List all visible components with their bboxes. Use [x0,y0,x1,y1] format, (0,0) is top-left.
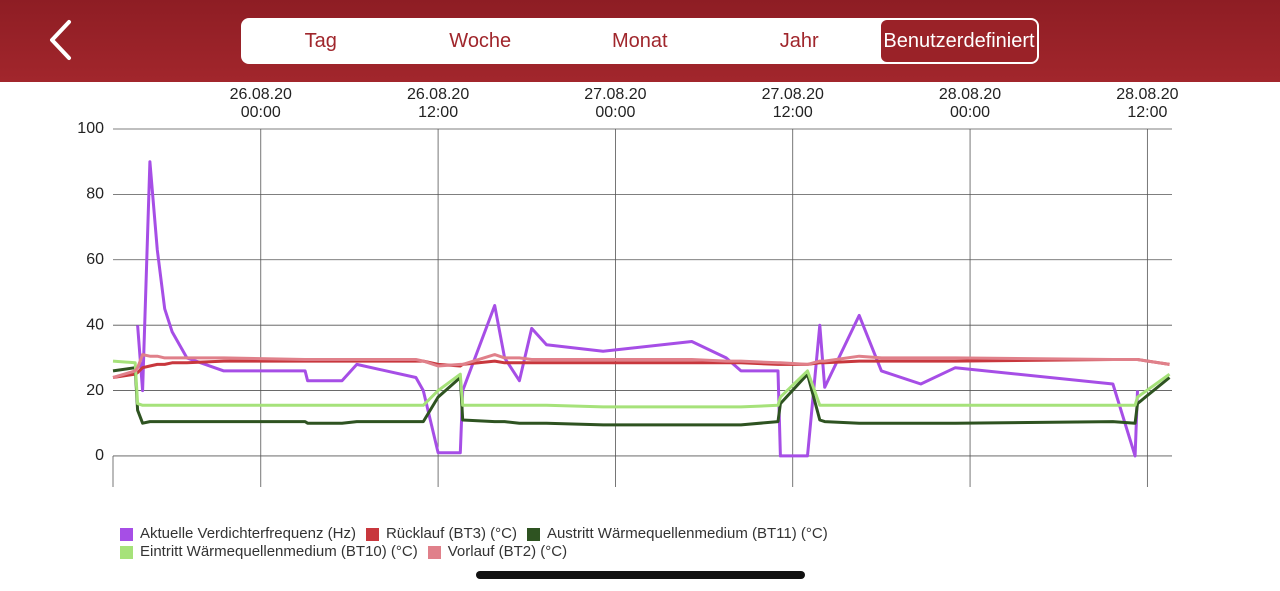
x-tick-time: 00:00 [241,104,281,121]
legend-swatch [120,527,133,541]
legend-item: Aktuelle Verdichterfrequenz (Hz) [120,525,356,543]
legend-label: Eintritt Wärmequellenmedium (BT10) (°C) [140,543,418,560]
series-line [112,353,1170,379]
legend-item: Austritt Wärmequellenmedium (BT11) (°C) [526,525,828,543]
legend-swatch [120,545,133,559]
y-tick-label: 0 [95,447,104,464]
chart: 02040608010026.08.2000:0026.08.2012:0027… [77,86,1179,487]
y-tick-label: 40 [86,316,104,333]
x-tick-date: 27.08.20 [584,86,646,103]
x-tick-time: 12:00 [773,104,813,121]
tab[interactable]: Monat [611,30,668,52]
legend-item: Vorlauf (BT2) (°C) [427,543,568,561]
x-tick-date: 27.08.20 [762,86,824,103]
legend-swatch [427,545,441,559]
legend-swatch [526,527,540,541]
header: Tag Woche Monat Jahr Benutzerdefiniert [0,0,1280,82]
tab[interactable]: Jahr [779,30,819,52]
legend-swatch [365,527,379,541]
x-tick-date: 26.08.20 [407,86,469,103]
legend-label: Austritt Wärmequellenmedium (BT11) (°C) [546,525,828,542]
home-indicator [476,571,805,579]
series-line [136,160,1139,458]
tab[interactable]: Benutzerdefiniert [881,20,1037,62]
x-tick-time: 12:00 [418,104,458,121]
series-line [112,359,1171,409]
segmented-control: Tag Woche Monat Jahr Benutzerdefiniert [241,18,1039,64]
x-tick-date: 26.08.20 [230,86,292,103]
tab[interactable]: Woche [449,30,512,52]
x-tick-time: 12:00 [1127,104,1167,121]
series-line [112,366,1171,427]
y-tick-label: 100 [77,120,104,137]
legend-item: Eintritt Wärmequellenmedium (BT10) (°C) [120,543,418,561]
legend: Aktuelle Verdichterfrequenz (Hz) Rücklauf… [120,525,950,561]
tab[interactable]: Tag [304,30,337,52]
series-line [112,358,1170,379]
y-tick-label: 20 [86,382,104,399]
legend-label: Vorlauf (BT2) (°C) [447,543,568,560]
x-tick-time: 00:00 [595,104,635,121]
y-tick-label: 80 [86,186,104,203]
x-tick-time: 00:00 [950,104,990,121]
legend-label: Rücklauf (BT3) (°C) [385,525,517,542]
legend-label: Aktuelle Verdichterfrequenz (Hz) [140,525,356,542]
x-tick-date: 28.08.20 [939,86,1001,103]
back-button[interactable] [42,16,82,66]
y-tick-label: 60 [86,251,104,268]
legend-item: Rücklauf (BT3) (°C) [365,525,517,543]
x-tick-date: 28.08.20 [1116,86,1178,103]
